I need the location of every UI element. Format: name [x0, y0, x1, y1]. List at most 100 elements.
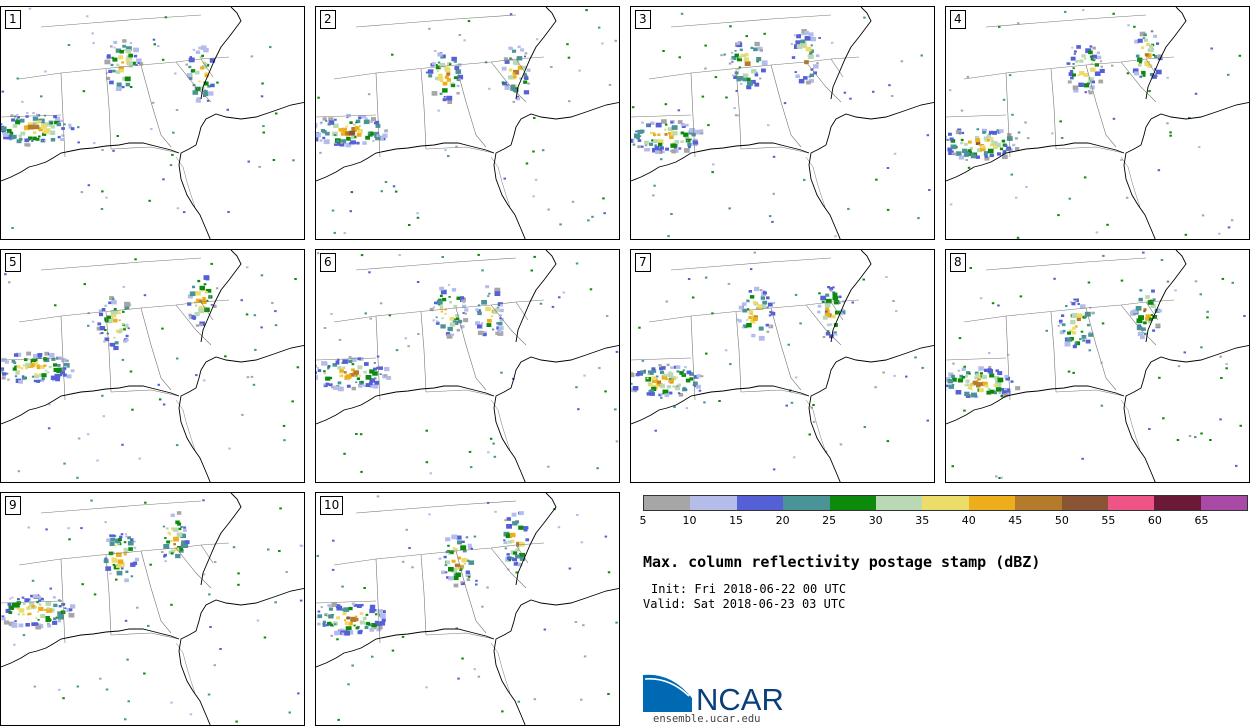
colorbar-tick-50: 50: [1054, 514, 1069, 527]
member-label: 10: [320, 496, 344, 515]
reflectivity-echoes: [1, 7, 295, 229]
reflectivity-map: [631, 7, 934, 239]
state-borders: [631, 257, 860, 451]
member-label: 2: [320, 10, 336, 29]
state-borders: [316, 14, 545, 208]
ncar-swoosh-icon: [643, 674, 692, 712]
state-borders: [1, 14, 230, 208]
reflectivity-echoes: [631, 12, 931, 238]
member-label: 4: [950, 10, 966, 29]
coastline-atlantic: [515, 493, 557, 586]
colorbar-bin-30: [875, 496, 923, 510]
coastline-atlantic: [200, 7, 242, 100]
member-label: 5: [5, 253, 21, 272]
state-borders: [316, 500, 545, 694]
coastline: [1, 101, 304, 239]
reflectivity-map: [1, 7, 304, 239]
colorbar-bin-35: [922, 496, 969, 510]
coastline: [631, 344, 934, 482]
ncar-logo: NCAR: [643, 674, 784, 714]
member-label: 3: [635, 10, 651, 29]
reflectivity-map: [316, 250, 619, 482]
coastline: [946, 101, 1249, 239]
colorbar-bin-45: [1015, 496, 1062, 510]
colorbar-tick-10: 10: [682, 514, 697, 527]
colorbar-tick-40: 40: [961, 514, 976, 527]
coastline: [1, 344, 304, 482]
state-borders: [946, 257, 1175, 451]
coastline: [316, 587, 619, 725]
colorbar-tick-5: 5: [639, 514, 647, 527]
member-panel-4: 4: [945, 6, 1250, 240]
state-borders: [316, 257, 545, 451]
member-panel-7: 7: [630, 249, 935, 483]
reflectivity-map: [946, 250, 1249, 482]
reflectivity-map: [946, 7, 1249, 239]
coastline: [316, 344, 619, 482]
reflectivity-echoes: [631, 251, 929, 471]
reflectivity-echoes: [946, 9, 1242, 239]
coastline-atlantic: [200, 250, 242, 343]
member-panel-2: 2: [315, 6, 620, 240]
colorbar-bin-5: [644, 496, 691, 510]
reflectivity-echoes: [316, 495, 618, 721]
colorbar-bin-20: [783, 496, 830, 510]
member-label: 1: [5, 10, 21, 29]
member-label: 7: [635, 253, 651, 272]
ncar-logo-text: NCAR: [696, 682, 784, 714]
reflectivity-echoes: [946, 251, 1246, 479]
valid-time: Valid: Sat 2018-06-23 03 UTC: [643, 597, 846, 611]
reflectivity-map: [631, 250, 934, 482]
state-borders: [631, 14, 860, 208]
figure-title: Max. column reflectivity postage stamp (…: [643, 553, 1041, 571]
reflectivity-colorbar: [643, 495, 1248, 511]
coastline-atlantic: [830, 250, 872, 343]
member-panel-10: 10: [315, 492, 620, 726]
coastline: [631, 101, 934, 239]
member-label: 9: [5, 496, 21, 515]
reflectivity-map: [1, 493, 304, 725]
colorbar-tick-20: 20: [775, 514, 790, 527]
colorbar-bin-15: [736, 496, 784, 510]
reflectivity-echoes: [316, 9, 617, 235]
colorbar-bin-10: [690, 496, 737, 510]
colorbar-bin-55: [1107, 496, 1155, 510]
colorbar-bin-60: [1154, 496, 1201, 510]
coastline: [946, 344, 1249, 482]
colorbar-bin-65: [1200, 496, 1248, 510]
colorbar-tick-65: 65: [1194, 514, 1209, 527]
coastline-atlantic: [830, 7, 872, 100]
member-panel-6: 6: [315, 249, 620, 483]
init-time: Init: Fri 2018-06-22 00 UTC: [651, 582, 847, 596]
member-panel-3: 3: [630, 6, 935, 240]
colorbar-tick-35: 35: [915, 514, 930, 527]
coastline-atlantic: [1145, 250, 1187, 343]
member-panel-9: 9: [0, 492, 305, 726]
reflectivity-echoes: [316, 252, 619, 475]
colorbar-bin-40: [968, 496, 1016, 510]
state-borders: [1, 257, 230, 451]
member-label: 8: [950, 253, 966, 272]
ensemble-url: ensemble.ucar.edu: [653, 713, 761, 725]
coastline: [1, 587, 304, 725]
member-panel-1: 1: [0, 6, 305, 240]
coastline: [316, 101, 619, 239]
colorbar-tick-25: 25: [822, 514, 837, 527]
coastline-atlantic: [1145, 7, 1187, 100]
reflectivity-echoes: [1, 258, 300, 479]
reflectivity-map: [316, 7, 619, 239]
colorbar-tick-30: 30: [868, 514, 883, 527]
colorbar-bin-25: [829, 496, 876, 510]
colorbar-bin-50: [1061, 496, 1108, 510]
reflectivity-map: [1, 250, 304, 482]
state-borders: [1, 500, 230, 694]
colorbar-tick-45: 45: [1008, 514, 1023, 527]
colorbar-tick-60: 60: [1147, 514, 1162, 527]
reflectivity-echoes: [1, 499, 304, 723]
colorbar-tick-55: 55: [1101, 514, 1116, 527]
coastline-atlantic: [515, 7, 557, 100]
colorbar-tick-15: 15: [729, 514, 744, 527]
member-label: 6: [320, 253, 336, 272]
colorbar-tick-labels: 5 10 15 20 25 30 35 40 45 50 55 60 65: [639, 514, 1248, 528]
coastline-atlantic: [200, 493, 242, 586]
